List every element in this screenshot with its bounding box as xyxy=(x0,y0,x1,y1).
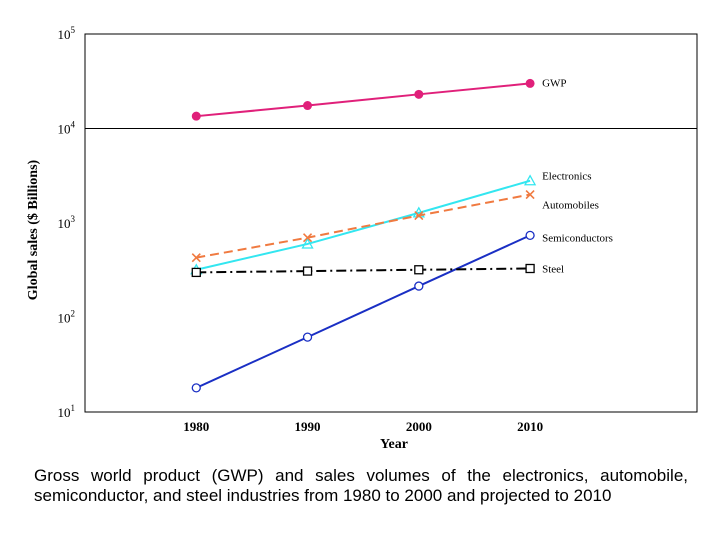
y-tick-label: 102 xyxy=(58,309,76,326)
series-line xyxy=(196,82,531,118)
series-label: Automobiles xyxy=(542,200,599,212)
data-point xyxy=(525,189,535,200)
x-tick-label: 2000 xyxy=(406,419,432,434)
series-label: Steel xyxy=(542,264,564,276)
series-line xyxy=(196,179,531,271)
data-point xyxy=(414,210,424,221)
series-line xyxy=(196,193,531,259)
series-label: Semiconductors xyxy=(542,232,613,244)
data-point xyxy=(525,78,535,88)
y-tick-labels: 101 102 103 104 105 xyxy=(58,25,76,420)
data-point xyxy=(191,111,201,121)
data-point xyxy=(302,266,313,276)
x-tick-labels: 1980 1990 2000 2010 xyxy=(183,419,543,434)
data-point xyxy=(302,332,313,342)
y-tick-label: 101 xyxy=(58,403,76,420)
series-layer: GWP Electronics Automobiles Semiconductors S… xyxy=(190,77,613,393)
data-point xyxy=(525,230,535,241)
series-line xyxy=(196,267,531,274)
y-axis-title: Global sales ($ Billions) xyxy=(26,159,41,300)
data-point xyxy=(191,253,201,263)
y-tick-label: 103 xyxy=(58,214,76,231)
series-label: Electronics xyxy=(542,171,591,183)
data-point xyxy=(302,233,313,243)
y-tick-label: 104 xyxy=(58,120,76,137)
figure-caption: Gross world product (GWP) and sales volu… xyxy=(34,466,688,505)
plot-frame xyxy=(84,33,698,413)
data-point xyxy=(303,101,313,111)
chart: 1980 1990 2000 2010 101 102 103 104 105 Year Gl… xyxy=(26,25,698,452)
data-point xyxy=(525,263,535,274)
data-point xyxy=(414,281,424,291)
data-point xyxy=(523,174,537,186)
data-point xyxy=(414,89,424,99)
series-label: GWP xyxy=(542,77,566,89)
data-point xyxy=(301,237,314,249)
data-point xyxy=(414,265,424,275)
x-tick-label: 1990 xyxy=(295,419,321,434)
y-tick-label: 105 xyxy=(58,25,76,42)
data-point xyxy=(191,383,201,393)
x-axis-title: Year xyxy=(380,437,408,452)
series-line xyxy=(195,234,531,389)
data-point xyxy=(191,267,201,278)
x-tick-label: 1980 xyxy=(183,419,209,434)
x-tick-label: 2010 xyxy=(517,419,543,434)
